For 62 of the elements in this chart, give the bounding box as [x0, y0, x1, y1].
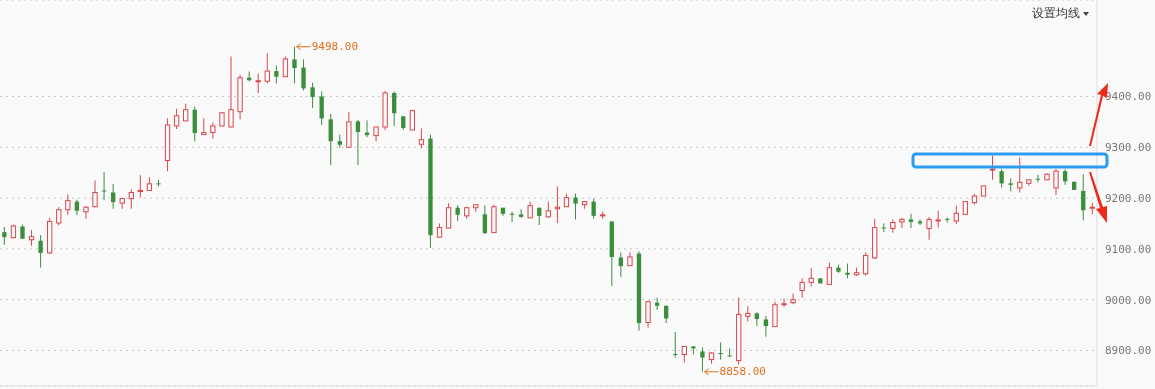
- candlestick: [799, 277, 805, 299]
- candlestick: [989, 154, 996, 181]
- candlestick: [953, 205, 959, 225]
- candlestick: [862, 251, 869, 277]
- candlestick: [92, 179, 98, 208]
- candlestick: [292, 46, 297, 84]
- candlestick: [128, 188, 134, 210]
- candlestick: [1081, 173, 1086, 221]
- annotation: 8858.00: [719, 365, 766, 379]
- annotation: 9498.00: [311, 40, 359, 54]
- candlestick: [264, 52, 270, 84]
- candlestick: [137, 174, 144, 198]
- candlestick: [645, 300, 651, 329]
- candlestick: [1035, 174, 1041, 183]
- candlestick: [1017, 156, 1023, 193]
- candlestick: [210, 121, 216, 140]
- candlestick: [38, 234, 43, 269]
- candlestick: [808, 267, 814, 287]
- candlestick: [1053, 168, 1059, 196]
- candlestick: [673, 331, 678, 359]
- annotation: 设置均线: [1032, 6, 1080, 20]
- candlestick: [908, 213, 914, 229]
- y-tick-label: 9300.00: [1105, 141, 1152, 155]
- candlestick: [301, 58, 306, 91]
- candlestick: [65, 194, 71, 216]
- candlestick: [328, 113, 333, 166]
- candlestick: [999, 168, 1004, 188]
- candlestick: [110, 183, 116, 210]
- candlestick: [310, 82, 315, 109]
- candlestick: [700, 346, 705, 373]
- candlestick: [718, 341, 723, 361]
- candlestick: [727, 347, 732, 358]
- candlestick: [509, 211, 515, 223]
- y-tick-label: 9400.00: [1105, 90, 1152, 104]
- candlestick: [445, 202, 452, 229]
- y-tick-label: 9200.00: [1105, 191, 1152, 205]
- candlestick: [173, 108, 180, 130]
- candlestick: [899, 217, 905, 229]
- candlestick: [101, 171, 107, 201]
- candlestick: [192, 106, 197, 142]
- candlestick: [482, 204, 488, 235]
- candlestick: [654, 297, 660, 311]
- y-tick-label: 8900.00: [1105, 344, 1152, 358]
- candlestick: [772, 301, 778, 328]
- candlestick: [56, 206, 62, 227]
- candlestick: [282, 55, 289, 78]
- candlestick: [591, 198, 596, 220]
- candlestick: [418, 128, 425, 149]
- y-tick-label: 9100.00: [1105, 242, 1152, 256]
- candlestick: [83, 205, 89, 220]
- candlestick: [392, 90, 397, 127]
- candlestick: [255, 73, 261, 94]
- candlestick: [926, 216, 932, 241]
- candlestick: [826, 262, 833, 285]
- y-tick-label: 9000.00: [1105, 293, 1152, 307]
- candlestick: [228, 55, 234, 128]
- candlestick: [518, 208, 524, 219]
- candlestick: [790, 293, 796, 305]
- candlestick: [355, 119, 361, 166]
- candlestick: [763, 315, 769, 338]
- candlestick: [573, 193, 578, 220]
- candlestick: [781, 298, 787, 308]
